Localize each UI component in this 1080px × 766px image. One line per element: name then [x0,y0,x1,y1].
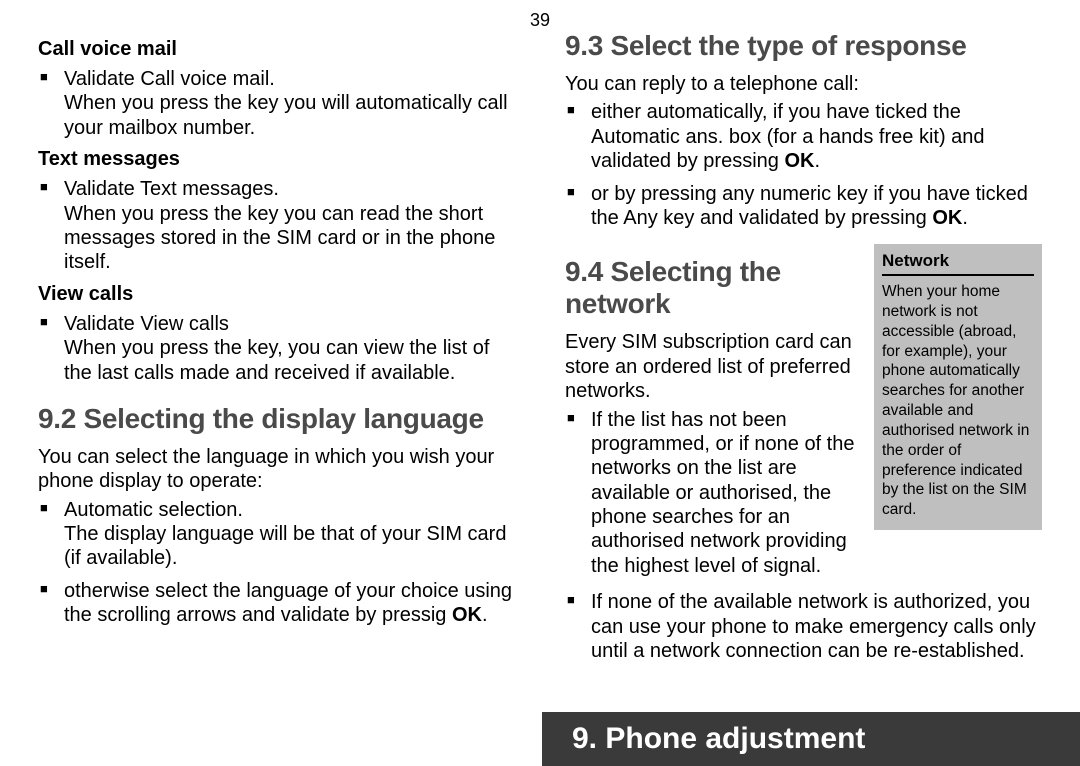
list-text-messages: Validate Text messages. When you press t… [38,177,515,275]
right-column: 9.3 Select the type of response You can … [565,30,1042,671]
list-view-calls: Validate View calls When you press the k… [38,312,515,385]
text: otherwise select the language of your ch… [64,580,512,626]
text: . [962,207,968,229]
sidebar-body: When your home network is not accessible… [882,282,1034,520]
heading-view-calls: View calls [38,283,515,306]
list-item: either automatically, if you have ticked… [565,100,1042,173]
list-9-3: either automatically, if you have ticked… [565,100,1042,230]
ok-label: OK [452,604,482,626]
page-number: 39 [530,10,550,31]
paragraph: You can select the language in which you… [38,445,515,494]
list-voicemail: Validate Call voice mail. When you press… [38,67,515,140]
text: . [482,604,488,626]
list-item: If the list has not been programmed, or … [565,408,860,579]
list-9-4-a: If the list has not been programmed, or … [565,408,860,579]
heading-text-messages: Text messages [38,148,515,171]
paragraph: Every SIM subscription card can store an… [565,330,860,403]
section-9-4-title: 9.4 Selecting the network [565,256,860,320]
section-9-4-wrap: 9.4 Selecting the network Every SIM subs… [565,238,1042,586]
section-9-3-title: 9.3 Select the type of response [565,30,1042,62]
section-9-2-title: 9.2 Selecting the display language [38,403,515,435]
heading-call-voicemail: Call voice mail [38,38,515,61]
text: . [814,150,820,172]
sidebar-network: Network When your home network is not ac… [874,244,1042,530]
left-column: Call voice mail Validate Call voice mail… [38,30,515,671]
list-9-2: Automatic selection. The display languag… [38,498,515,628]
list-item: Validate Text messages. When you press t… [38,177,515,275]
sidebar-title: Network [882,250,1034,276]
ok-label: OK [932,207,962,229]
list-item: Automatic selection. The display languag… [38,498,515,571]
list-item: Validate Call voice mail. When you press… [38,67,515,140]
list-9-4-b: If none of the available network is auth… [565,590,1042,663]
chapter-footer: 9. Phone adjustment [542,712,1080,766]
list-item: If none of the available network is auth… [565,590,1042,663]
list-item: Validate View calls When you press the k… [38,312,515,385]
section-9-4-main: 9.4 Selecting the network Every SIM subs… [565,238,860,586]
list-item: otherwise select the language of your ch… [38,579,515,628]
manual-page: 39 Call voice mail Validate Call voice m… [0,0,1080,766]
two-column-layout: Call voice mail Validate Call voice mail… [38,30,1042,671]
paragraph: You can reply to a telephone call: [565,72,1042,96]
list-item: or by pressing any numeric key if you ha… [565,182,1042,231]
ok-label: OK [784,150,814,172]
